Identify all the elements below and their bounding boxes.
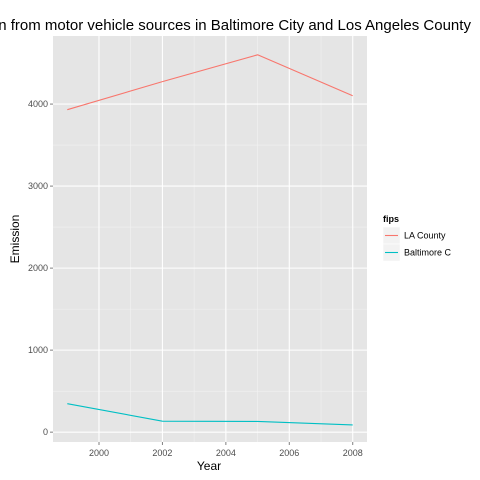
legend-label: Baltimore C <box>404 248 452 258</box>
x-tick-label: 2004 <box>216 448 236 458</box>
series-lines <box>67 54 353 426</box>
x-tick-label: 2008 <box>343 448 363 458</box>
chart-title: Emisson from motor vehicle sources in Ba… <box>0 17 471 34</box>
y-axis-title: Emission <box>8 215 22 264</box>
x-tick-labels: 2000 2002 2004 2006 2008 <box>89 448 363 458</box>
series-line-2 <box>67 403 353 426</box>
legend-title: fips <box>383 214 399 224</box>
legend-label: LA County <box>404 231 446 241</box>
x-tick-label: 2006 <box>279 448 299 458</box>
legend: fips LA County Baltimore C <box>382 214 452 262</box>
y-tick-label: 0 <box>43 427 48 437</box>
y-tick-label: 3000 <box>28 181 48 191</box>
y-tick-label: 2000 <box>28 263 48 273</box>
plot-panel <box>53 36 367 442</box>
y-tick-label: 4000 <box>28 99 48 109</box>
x-tick-label: 2002 <box>152 448 172 458</box>
y-tick-label: 1000 <box>28 345 48 355</box>
y-tick-labels: 0 1000 2000 3000 4000 <box>28 99 48 437</box>
x-axis-title: Year <box>197 459 221 473</box>
axis-ticks <box>50 103 354 445</box>
major-gridlines <box>53 36 367 442</box>
series-line-1 <box>67 54 353 111</box>
x-tick-label: 2000 <box>89 448 109 458</box>
